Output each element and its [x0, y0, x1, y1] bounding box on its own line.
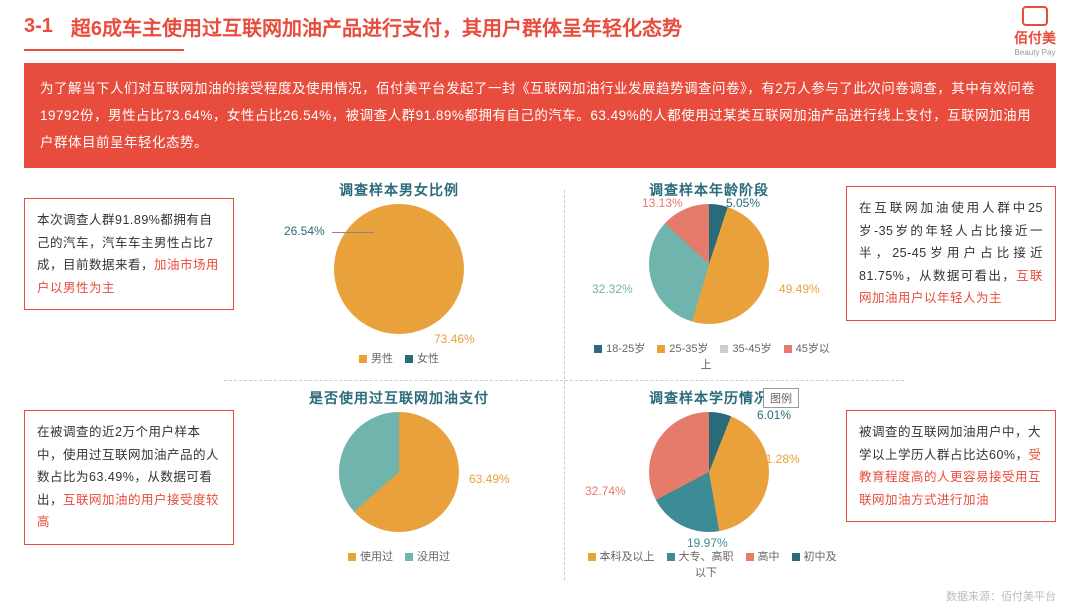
callout-used: 在被调查的近2万个用户样本中，使用过互联网加油产品的人数占比为63.49%，从数…: [24, 410, 234, 545]
charts-area: 本次调查人群91.89%都拥有自己的汽车，汽车车主男性占比7成，目前数据来看，加…: [24, 180, 1056, 590]
pct-age-2: 49.49%: [779, 282, 820, 296]
chart-gender: 调查样本男女比例 26.54% 73.46% 男性女性: [284, 180, 514, 366]
intro-box: 为了解当下人们对互联网加油的接受程度及使用情况，佰付美平台发起了一封《互联网加油…: [24, 63, 1056, 168]
page-title: 超6成车主使用过互联网加油产品进行支付，其用户群体呈年轻化态势: [71, 12, 1056, 41]
pie-gender: [334, 204, 464, 334]
pct-edu-3: 32.74%: [585, 484, 626, 498]
pct-edu-4: 6.01%: [757, 408, 791, 422]
chart-gender-title: 调查样本男女比例: [284, 180, 514, 200]
legend-gender: 男性女性: [284, 350, 514, 366]
chart-edu-title: 调查样本学历情况: [579, 388, 839, 408]
pie-age: [649, 204, 769, 324]
callout-gender: 本次调查人群91.89%都拥有自己的汽车，汽车车主男性占比7成，目前数据来看，加…: [24, 198, 234, 310]
divider-vertical: [564, 190, 565, 580]
legend-edu: 本科及以上大专、高职高中初中及以下: [579, 548, 839, 580]
pie-used: [339, 412, 459, 532]
chart-age: 调查样本年龄阶段 5.05% 49.49% 32.32% 13.13% 18-2…: [584, 180, 834, 372]
callout-used-em: 互联网加油的用户接受度较高: [37, 493, 219, 530]
pct-age-1: 5.05%: [726, 196, 760, 210]
pct-edu-1: 41.28%: [759, 452, 800, 466]
data-source: 数据来源：佰付美平台: [946, 588, 1056, 604]
title-underline: [24, 49, 184, 51]
chart-used: 是否使用过互联网加油支付 63.49% 使用过没用过: [274, 388, 524, 564]
pct-age-3: 32.32%: [592, 282, 633, 296]
logo-subtext: Beauty Pay: [1015, 48, 1056, 57]
divider-horizontal: [224, 380, 904, 381]
callout-age: 在互联网加油使用人群中25岁-35岁的年轻人占比接近一半，25-45岁用户占比接…: [846, 186, 1056, 321]
chart-used-title: 是否使用过互联网加油支付: [274, 388, 524, 408]
callout-edu-text: 被调查的互联网加油用户中，大学以上学历人群占比达60%，: [859, 425, 1041, 462]
legend-used: 使用过没用过: [274, 548, 524, 564]
logo-text: 佰付美: [1014, 28, 1056, 48]
legend-button[interactable]: 图例: [763, 388, 799, 408]
logo-icon: [1022, 6, 1048, 26]
pct-male: 73.46%: [434, 332, 475, 346]
chart-age-title: 调查样本年龄阶段: [584, 180, 834, 200]
callout-edu: 被调查的互联网加油用户中，大学以上学历人群占比达60%，受教育程度高的人更容易接…: [846, 410, 1056, 522]
pct-used: 63.49%: [469, 472, 510, 486]
legend-age: 18-25岁25-35岁35-45岁45岁以上: [584, 340, 834, 372]
pie-edu: [649, 412, 769, 532]
pct-female: 26.54%: [284, 224, 325, 238]
brand-logo: 佰付美 Beauty Pay: [1014, 6, 1056, 57]
chart-edu: 调查样本学历情况 图例 6.01% 41.28% 19.97% 32.74% 本…: [579, 388, 839, 580]
pct-age-4: 13.13%: [642, 196, 683, 210]
section-number: 3-1: [24, 15, 53, 38]
pct-edu-2: 19.97%: [687, 536, 728, 550]
header: 3-1 超6成车主使用过互联网加油产品进行支付，其用户群体呈年轻化态势: [0, 0, 1080, 49]
